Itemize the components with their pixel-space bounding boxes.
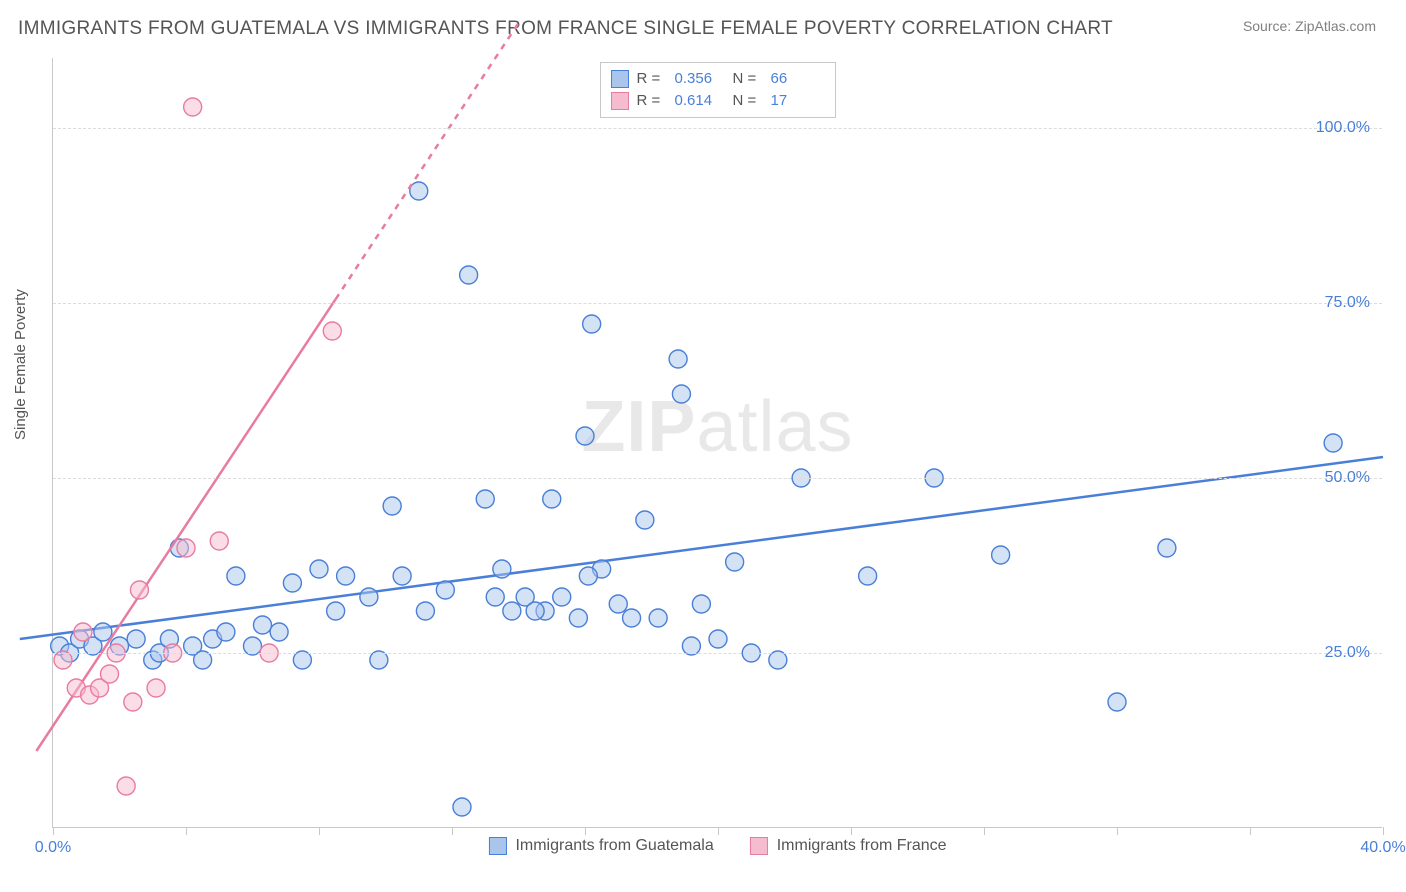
y-axis-label: Single Female Poverty xyxy=(12,289,29,440)
x-tick-mark xyxy=(851,827,852,835)
scatter-plot-svg xyxy=(53,58,1382,827)
y-tick-label: 100.0% xyxy=(1316,119,1370,137)
x-tick-mark xyxy=(53,827,54,835)
x-tick-label: 0.0% xyxy=(35,839,71,857)
swatch-guatemala-icon xyxy=(488,837,506,855)
correlation-legend: R = 0.356 N = 66 R = 0.614 N = 17 xyxy=(600,62,836,118)
gridline xyxy=(53,128,1382,129)
x-tick-mark xyxy=(186,827,187,835)
y-tick-label: 25.0% xyxy=(1325,644,1370,662)
y-tick-label: 75.0% xyxy=(1325,294,1370,312)
gridline xyxy=(53,478,1382,479)
swatch-guatemala xyxy=(611,70,629,88)
x-tick-mark xyxy=(718,827,719,835)
legend-item-guatemala: Immigrants from Guatemala xyxy=(488,837,713,855)
x-tick-mark xyxy=(984,827,985,835)
x-tick-mark xyxy=(452,827,453,835)
legend-row-france: R = 0.614 N = 17 xyxy=(611,90,821,112)
x-tick-mark xyxy=(1250,827,1251,835)
chart-title: IMMIGRANTS FROM GUATEMALA VS IMMIGRANTS … xyxy=(18,18,1113,40)
x-tick-mark xyxy=(1383,827,1384,835)
series-legend: Immigrants from Guatemala Immigrants fro… xyxy=(488,837,946,855)
y-tick-label: 50.0% xyxy=(1325,469,1370,487)
x-tick-label: 40.0% xyxy=(1360,839,1405,857)
gridline xyxy=(53,303,1382,304)
swatch-france-icon xyxy=(750,837,768,855)
legend-item-france: Immigrants from France xyxy=(750,837,947,855)
x-tick-mark xyxy=(319,827,320,835)
gridline xyxy=(53,653,1382,654)
chart-plot-area: ZIPatlas R = 0.356 N = 66 R = 0.614 N = … xyxy=(52,58,1382,828)
x-tick-mark xyxy=(1117,827,1118,835)
legend-row-guatemala: R = 0.356 N = 66 xyxy=(611,68,821,90)
swatch-france xyxy=(611,92,629,110)
x-tick-mark xyxy=(585,827,586,835)
source-attribution: Source: ZipAtlas.com xyxy=(1243,18,1376,34)
